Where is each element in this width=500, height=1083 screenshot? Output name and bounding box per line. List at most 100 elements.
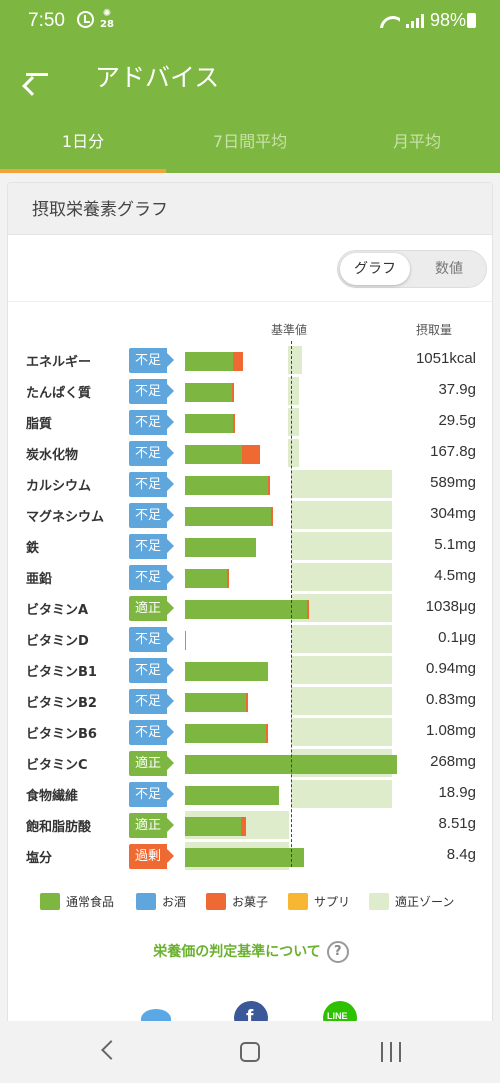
nutrient-label: ビタミンB2	[26, 696, 97, 711]
food-segment	[185, 693, 247, 712]
intake-header: 摂取量	[416, 323, 453, 337]
numbers-toggle-button[interactable]: 数値	[435, 261, 463, 277]
legend-supplement: サプリ	[288, 893, 350, 910]
graph-toggle-button[interactable]: グラフ	[340, 253, 410, 285]
reference-header: 基準値	[271, 323, 308, 337]
wifi-icon	[380, 14, 400, 28]
sweets-segment	[231, 383, 234, 402]
intake-value: 8.51g	[438, 815, 476, 832]
signal-icon	[405, 13, 424, 28]
food-segment	[185, 848, 304, 867]
nutrient-label: 鉄	[26, 541, 40, 556]
tab-monthly-average[interactable]: 月平均	[392, 132, 441, 151]
nutrient-row: 食物繊維 不足 18.9g	[8, 779, 492, 810]
nutrient-row: ビタミンB1 不足 0.94mg	[8, 655, 492, 686]
appropriate-zone	[291, 656, 392, 684]
nutrient-row: エネルギー 不足 1051kcal	[8, 345, 492, 376]
food-segment	[185, 600, 307, 619]
card-title: 摂取栄養素グラフ	[8, 183, 492, 235]
food-segment	[185, 724, 266, 743]
nutrient-card: 摂取栄養素グラフ グラフ 数値 基準値 摂取量 エネルギー 不足 1051kcal た…	[7, 182, 493, 1032]
tab-seven-day-average[interactable]: 7日間平均	[212, 132, 288, 151]
nutrient-row: 脂質 不足 29.5g	[8, 407, 492, 438]
nutrient-row: ビタミンD 不足 0.1μg	[8, 624, 492, 655]
intake-value: 1051kcal	[415, 350, 476, 367]
appropriate-zone	[291, 718, 392, 746]
intake-value: 1.08mg	[425, 722, 476, 739]
alarm-icon	[77, 11, 94, 28]
nutrient-row: ビタミンB6 不足 1.08mg	[8, 717, 492, 748]
judge-criteria-link[interactable]: 栄養価の判定基準について?	[8, 941, 492, 963]
intake-value: 268mg	[430, 753, 476, 770]
legend-alcohol: お酒	[136, 893, 186, 910]
nutrient-label: 亜鉛	[26, 572, 53, 587]
intake-value: 4.5mg	[434, 567, 476, 584]
status-badge: 不足	[129, 410, 174, 435]
arrow-left-icon[interactable]	[22, 62, 50, 96]
sweets-segment	[241, 817, 247, 836]
food-segment	[185, 352, 233, 371]
nutrient-chart: 基準値 摂取量 エネルギー 不足 1051kcal たんぱく質 不足 37.9g 脂質 不足 2…	[8, 311, 492, 872]
nutrient-row: 飽和脂肪酸 適正 8.51g	[8, 810, 492, 841]
intake-value: 29.5g	[438, 412, 476, 429]
status-badge: 不足	[129, 503, 174, 528]
status-badge: 不足	[129, 348, 174, 373]
nutrient-row: ビタミンA 適正 1038μg	[8, 593, 492, 624]
status-badge: 適正	[129, 596, 174, 621]
reference-line	[291, 341, 292, 867]
app-bar: アドバイス	[0, 40, 500, 110]
intake-value: 0.83mg	[425, 691, 476, 708]
nutrient-label: ビタミンD	[26, 634, 89, 649]
status-badge: 不足	[129, 379, 174, 404]
appropriate-zone	[291, 625, 392, 653]
food-segment	[185, 538, 257, 557]
appropriate-zone	[287, 408, 300, 436]
status-time: 7:50	[28, 10, 65, 31]
tab-one-day[interactable]: 1日分	[61, 132, 105, 151]
status-badge: 不足	[129, 689, 174, 714]
period-tabs: 1日分 7日間平均 月平均	[0, 110, 500, 173]
nav-home-icon[interactable]	[240, 1042, 260, 1062]
nutrient-label: ビタミンB1	[26, 665, 97, 680]
food-segment	[185, 786, 280, 805]
help-icon[interactable]: ?	[326, 941, 349, 963]
status-badge: 過剰	[129, 844, 174, 869]
status-badge: 不足	[129, 782, 174, 807]
food-segment	[185, 414, 233, 433]
nutrient-row: マグネシウム 不足 304mg	[8, 500, 492, 531]
nutrient-row: 亜鉛 不足 4.5mg	[8, 562, 492, 593]
sweets-segment	[242, 445, 261, 464]
sweets-segment	[232, 414, 235, 433]
appropriate-zone	[291, 780, 392, 808]
sweets-segment	[246, 693, 249, 712]
food-segment	[185, 631, 187, 650]
nutrient-label: マグネシウム	[26, 510, 105, 525]
nutrient-label: 脂質	[26, 417, 53, 432]
intake-value: 304mg	[430, 505, 476, 522]
appropriate-zone	[291, 687, 392, 715]
tab-indicator	[0, 169, 166, 173]
nutrient-row: 塩分 過剰 8.4g	[8, 841, 492, 872]
status-badge: 適正	[129, 751, 174, 776]
nutrient-label: 塩分	[26, 851, 53, 866]
intake-value: 37.9g	[438, 381, 476, 398]
appropriate-zone	[287, 346, 302, 374]
status-badge: 不足	[129, 627, 174, 652]
sweets-segment	[306, 600, 309, 619]
intake-value: 167.8g	[430, 443, 476, 460]
nutrient-label: ビタミンC	[26, 758, 88, 773]
view-toggle: グラフ 数値	[337, 250, 487, 288]
intake-value: 18.9g	[438, 784, 476, 801]
nutrient-label: たんぱく質	[26, 386, 92, 401]
nav-back-icon[interactable]	[101, 1040, 121, 1060]
nutrient-row: ビタミンC 適正 268mg	[8, 748, 492, 779]
nutrient-label: カルシウム	[26, 479, 92, 494]
status-badge: 適正	[129, 813, 174, 838]
legend-zone: 適正ゾーン	[369, 893, 454, 910]
intake-value: 0.1μg	[438, 629, 476, 646]
nav-recents-icon[interactable]	[381, 1042, 401, 1062]
sweets-segment	[267, 476, 270, 495]
nutrient-label: ビタミンB6	[26, 727, 97, 742]
nutrient-label: 炭水化物	[26, 448, 79, 463]
calendar-badge: ✺ 28	[100, 8, 114, 30]
